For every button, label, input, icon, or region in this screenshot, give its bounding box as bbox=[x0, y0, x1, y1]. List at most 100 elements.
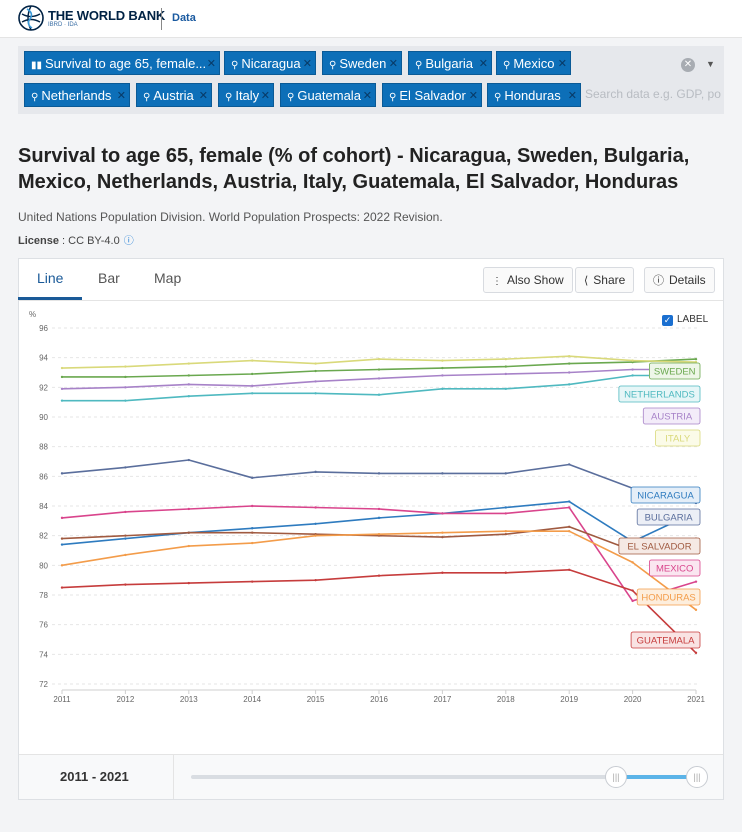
remove-icon[interactable]: ✕ bbox=[567, 90, 577, 102]
details-button[interactable]: ⓘ Details bbox=[644, 267, 715, 293]
data-point bbox=[60, 537, 64, 540]
chip-honduras[interactable]: ⚲ Honduras ✕ bbox=[487, 83, 581, 107]
y-tick-label: 80 bbox=[39, 561, 48, 570]
x-tick-label: 2018 bbox=[497, 695, 515, 704]
remove-icon[interactable]: ✕ bbox=[478, 58, 488, 70]
data-point bbox=[187, 458, 190, 462]
clear-all-icon[interactable]: ✕ bbox=[681, 58, 695, 72]
remove-icon[interactable]: ✕ bbox=[557, 58, 567, 70]
data-point bbox=[504, 372, 507, 376]
data-point bbox=[251, 541, 254, 545]
chip-label: Mexico bbox=[513, 56, 555, 71]
x-tick-label: 2020 bbox=[624, 695, 642, 704]
tab-bar[interactable]: Bar bbox=[98, 270, 120, 286]
also-show-button[interactable]: ⋮ Also Show bbox=[483, 267, 573, 293]
pin-icon: ⚲ bbox=[143, 92, 151, 103]
search-input[interactable]: Search data e.g. GDP, po bbox=[585, 87, 721, 101]
data-point bbox=[568, 506, 571, 509]
data-point bbox=[187, 531, 190, 534]
data-point bbox=[251, 372, 254, 376]
kebab-icon: ⋮ bbox=[492, 276, 502, 287]
range-track[interactable] bbox=[191, 775, 694, 779]
remove-icon[interactable]: ✕ bbox=[198, 90, 208, 102]
share-button[interactable]: ⟨ Share bbox=[575, 267, 635, 293]
remove-icon[interactable]: ✕ bbox=[206, 58, 216, 70]
pin-icon: ⚲ bbox=[231, 60, 239, 71]
data-point bbox=[187, 581, 190, 585]
data-link[interactable]: Data bbox=[172, 12, 196, 24]
x-tick-label: 2017 bbox=[434, 695, 452, 704]
series-label-box bbox=[630, 631, 701, 649]
remove-icon[interactable]: ✕ bbox=[388, 58, 398, 70]
data-point bbox=[377, 357, 381, 361]
chip-austria[interactable]: ⚲ Austria ✕ bbox=[136, 83, 212, 107]
chip-label: Survival to age 65, female... bbox=[45, 56, 207, 71]
data-point bbox=[124, 399, 127, 402]
range-handle-end[interactable]: ||| bbox=[686, 766, 708, 788]
data-point bbox=[187, 383, 190, 386]
series-label-guatemala: GUATEMALA bbox=[637, 636, 696, 647]
chip-mexico[interactable]: ⚲ Mexico ✕ bbox=[496, 51, 571, 75]
tab-line[interactable]: Line bbox=[37, 270, 64, 286]
data-point bbox=[251, 476, 254, 480]
data-point bbox=[124, 365, 127, 368]
x-tick-label: 2019 bbox=[560, 695, 578, 704]
header-divider bbox=[161, 8, 162, 30]
data-point bbox=[568, 525, 571, 528]
data-point bbox=[441, 472, 444, 475]
data-point bbox=[568, 362, 571, 365]
remove-icon[interactable]: ✕ bbox=[302, 58, 312, 70]
tab-separator bbox=[19, 300, 723, 301]
info-icon[interactable]: ⓘ bbox=[123, 236, 134, 247]
data-point bbox=[60, 516, 64, 520]
data-point bbox=[441, 366, 444, 370]
tab-map[interactable]: Map bbox=[154, 270, 182, 286]
remove-icon[interactable]: ✕ bbox=[260, 90, 270, 102]
series-label-italy: ITALY bbox=[665, 434, 691, 445]
data-point bbox=[504, 532, 507, 536]
chip-el-salvador[interactable]: ⚲ El Salvador ✕ bbox=[382, 83, 482, 107]
chip-guatemala[interactable]: ⚲ Guatemala ✕ bbox=[280, 83, 376, 107]
data-point bbox=[441, 359, 444, 362]
series-line-sweden bbox=[62, 358, 697, 378]
y-tick-label: 86 bbox=[39, 472, 48, 481]
world-bank-logo-icon[interactable] bbox=[18, 5, 44, 31]
data-point bbox=[377, 393, 381, 396]
data-point bbox=[187, 362, 190, 365]
data-point bbox=[568, 463, 571, 466]
series-line-honduras bbox=[61, 530, 697, 611]
series-label-netherlands: NETHERLANDS bbox=[624, 390, 695, 401]
data-point bbox=[694, 608, 698, 612]
data-point bbox=[441, 535, 444, 539]
checkbox-icon[interactable]: ✓ bbox=[662, 315, 673, 326]
chevron-down-icon[interactable]: ▼ bbox=[706, 59, 715, 69]
chip-bulgaria[interactable]: ⚲ Bulgaria ✕ bbox=[408, 51, 492, 75]
chip-sweden[interactable]: ⚲ Sweden ✕ bbox=[322, 51, 402, 75]
chip-indicator[interactable]: ▮▮ Survival to age 65, female... ✕ bbox=[24, 51, 220, 75]
label-toggle[interactable]: ✓ LABEL bbox=[662, 314, 708, 326]
chip-italy[interactable]: ⚲ Italy ✕ bbox=[218, 83, 274, 107]
data-point bbox=[377, 574, 381, 577]
brand-name[interactable]: THE WORLD BANK bbox=[48, 8, 166, 23]
data-point bbox=[314, 470, 317, 474]
data-point bbox=[124, 583, 127, 586]
series-label-box bbox=[636, 508, 701, 526]
data-point bbox=[60, 387, 64, 391]
data-point bbox=[314, 380, 317, 383]
data-point bbox=[631, 589, 634, 592]
remove-icon[interactable]: ✕ bbox=[116, 90, 126, 102]
series-label-sweden: SWEDEN bbox=[654, 367, 696, 378]
data-point bbox=[504, 365, 507, 368]
data-point bbox=[377, 532, 381, 536]
series-label-honduras: HONDURAS bbox=[641, 593, 695, 604]
remove-icon[interactable]: ✕ bbox=[362, 90, 372, 102]
pin-icon: ⚲ bbox=[503, 60, 511, 71]
data-point bbox=[124, 466, 127, 469]
chip-nicaragua[interactable]: ⚲ Nicaragua ✕ bbox=[224, 51, 316, 75]
chip-netherlands[interactable]: ⚲ Netherlands ✕ bbox=[24, 83, 130, 107]
y-tick-label: 84 bbox=[39, 502, 48, 511]
data-point bbox=[568, 371, 571, 374]
remove-icon[interactable]: ✕ bbox=[468, 90, 478, 102]
range-handle-start[interactable]: ||| bbox=[605, 766, 627, 788]
series-label-box bbox=[649, 559, 701, 577]
